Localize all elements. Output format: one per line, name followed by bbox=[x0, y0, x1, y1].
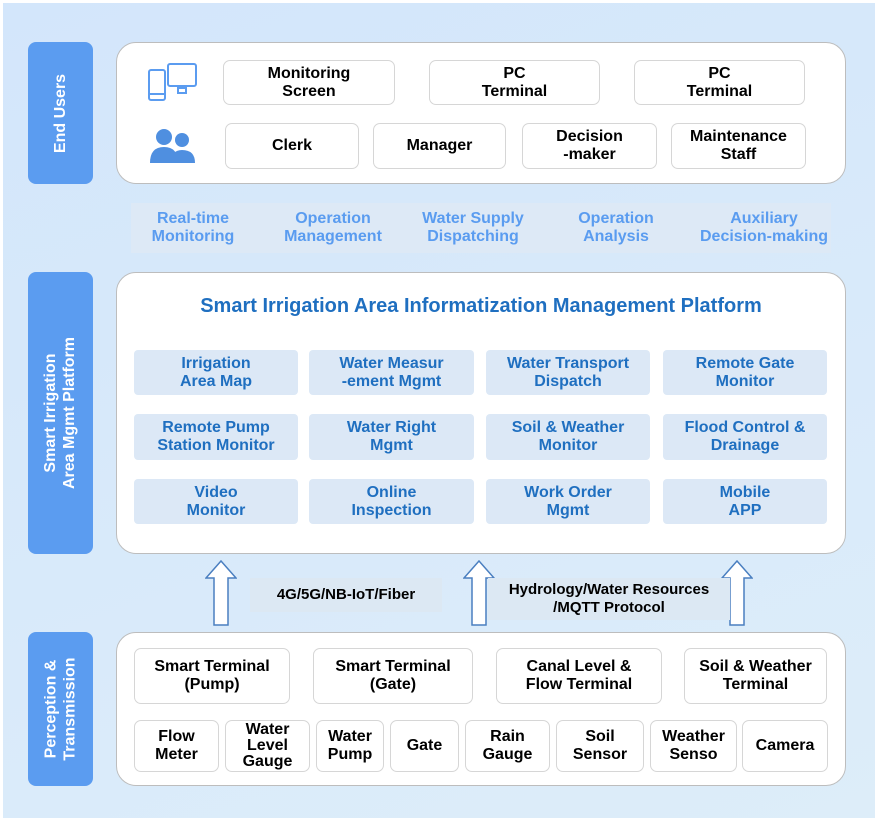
layer-label-end-users: End Users bbox=[28, 42, 93, 184]
sensor-device-box: Water Level Gauge bbox=[225, 720, 310, 772]
platform-module: Work Order Mgmt bbox=[486, 479, 650, 524]
functions-band bbox=[131, 203, 831, 253]
platform-module: Water Right Mgmt bbox=[309, 414, 474, 460]
layer-label-text: End Users bbox=[52, 73, 70, 153]
platform-module: Mobile APP bbox=[663, 479, 827, 524]
platform-module: Water Measur -ement Mgmt bbox=[309, 350, 474, 395]
role-manager: Manager bbox=[373, 123, 506, 169]
platform-module: Soil & Weather Monitor bbox=[486, 414, 650, 460]
function-item: Operation Analysis bbox=[578, 210, 654, 245]
platform-module: Water Transport Dispatch bbox=[486, 350, 650, 395]
terminal-box: Soil & Weather Terminal bbox=[684, 648, 827, 704]
sensor-device-box: Weather Senso bbox=[650, 720, 737, 772]
platform-module: Remote Pump Station Monitor bbox=[134, 414, 298, 460]
sensor-device-box: Camera bbox=[742, 720, 828, 772]
role-maintenance-staff: Maintenance Staff bbox=[671, 123, 806, 169]
sensor-device-box: Gate bbox=[390, 720, 459, 772]
platform-title: Smart Irrigation Area Informatization Ma… bbox=[200, 295, 762, 317]
layer-label-platform: Smart Irrigation Area Mgmt Platform bbox=[28, 272, 93, 554]
device-pc-terminal: PC Terminal bbox=[429, 60, 600, 105]
role-clerk: Clerk bbox=[225, 123, 359, 169]
function-item: Real-time Monitoring bbox=[151, 210, 235, 245]
layer-label-text: Perception & Transmission bbox=[42, 657, 79, 761]
sensor-device-box: Water Pump bbox=[316, 720, 384, 772]
function-item: Water Supply Dispatching bbox=[422, 210, 524, 245]
platform-module: Flood Control & Drainage bbox=[663, 414, 827, 460]
device-pc-terminal: PC Terminal bbox=[634, 60, 805, 105]
terminal-box: Smart Terminal (Gate) bbox=[313, 648, 473, 704]
platform-module: Irrigation Area Map bbox=[134, 350, 298, 395]
sensor-device-box: Rain Gauge bbox=[465, 720, 550, 772]
device-monitoring-screen: Monitoring Screen bbox=[223, 60, 395, 105]
protocol-label: Hydrology/Water Resources /MQTT Protocol bbox=[488, 578, 730, 620]
platform-module: Online Inspection bbox=[309, 479, 474, 524]
sensor-device-box: Soil Sensor bbox=[556, 720, 644, 772]
platform-module: Remote Gate Monitor bbox=[663, 350, 827, 395]
sensor-device-box: Flow Meter bbox=[134, 720, 219, 772]
role-decision-maker: Decision -maker bbox=[522, 123, 657, 169]
layer-label-text: Smart Irrigation Area Mgmt Platform bbox=[42, 336, 79, 490]
users-icon bbox=[150, 129, 195, 163]
devices-icon bbox=[148, 63, 197, 101]
platform-module: Video Monitor bbox=[134, 479, 298, 524]
function-item: Operation Management bbox=[284, 210, 382, 245]
up-arrow-icon bbox=[205, 560, 237, 626]
layer-label-perception: Perception & Transmission bbox=[28, 632, 93, 786]
terminal-box: Canal Level & Flow Terminal bbox=[496, 648, 662, 704]
function-item: Auxiliary Decision-making bbox=[699, 210, 829, 245]
terminal-box: Smart Terminal (Pump) bbox=[134, 648, 290, 704]
network-label: 4G/5G/NB-IoT/Fiber bbox=[250, 578, 442, 612]
